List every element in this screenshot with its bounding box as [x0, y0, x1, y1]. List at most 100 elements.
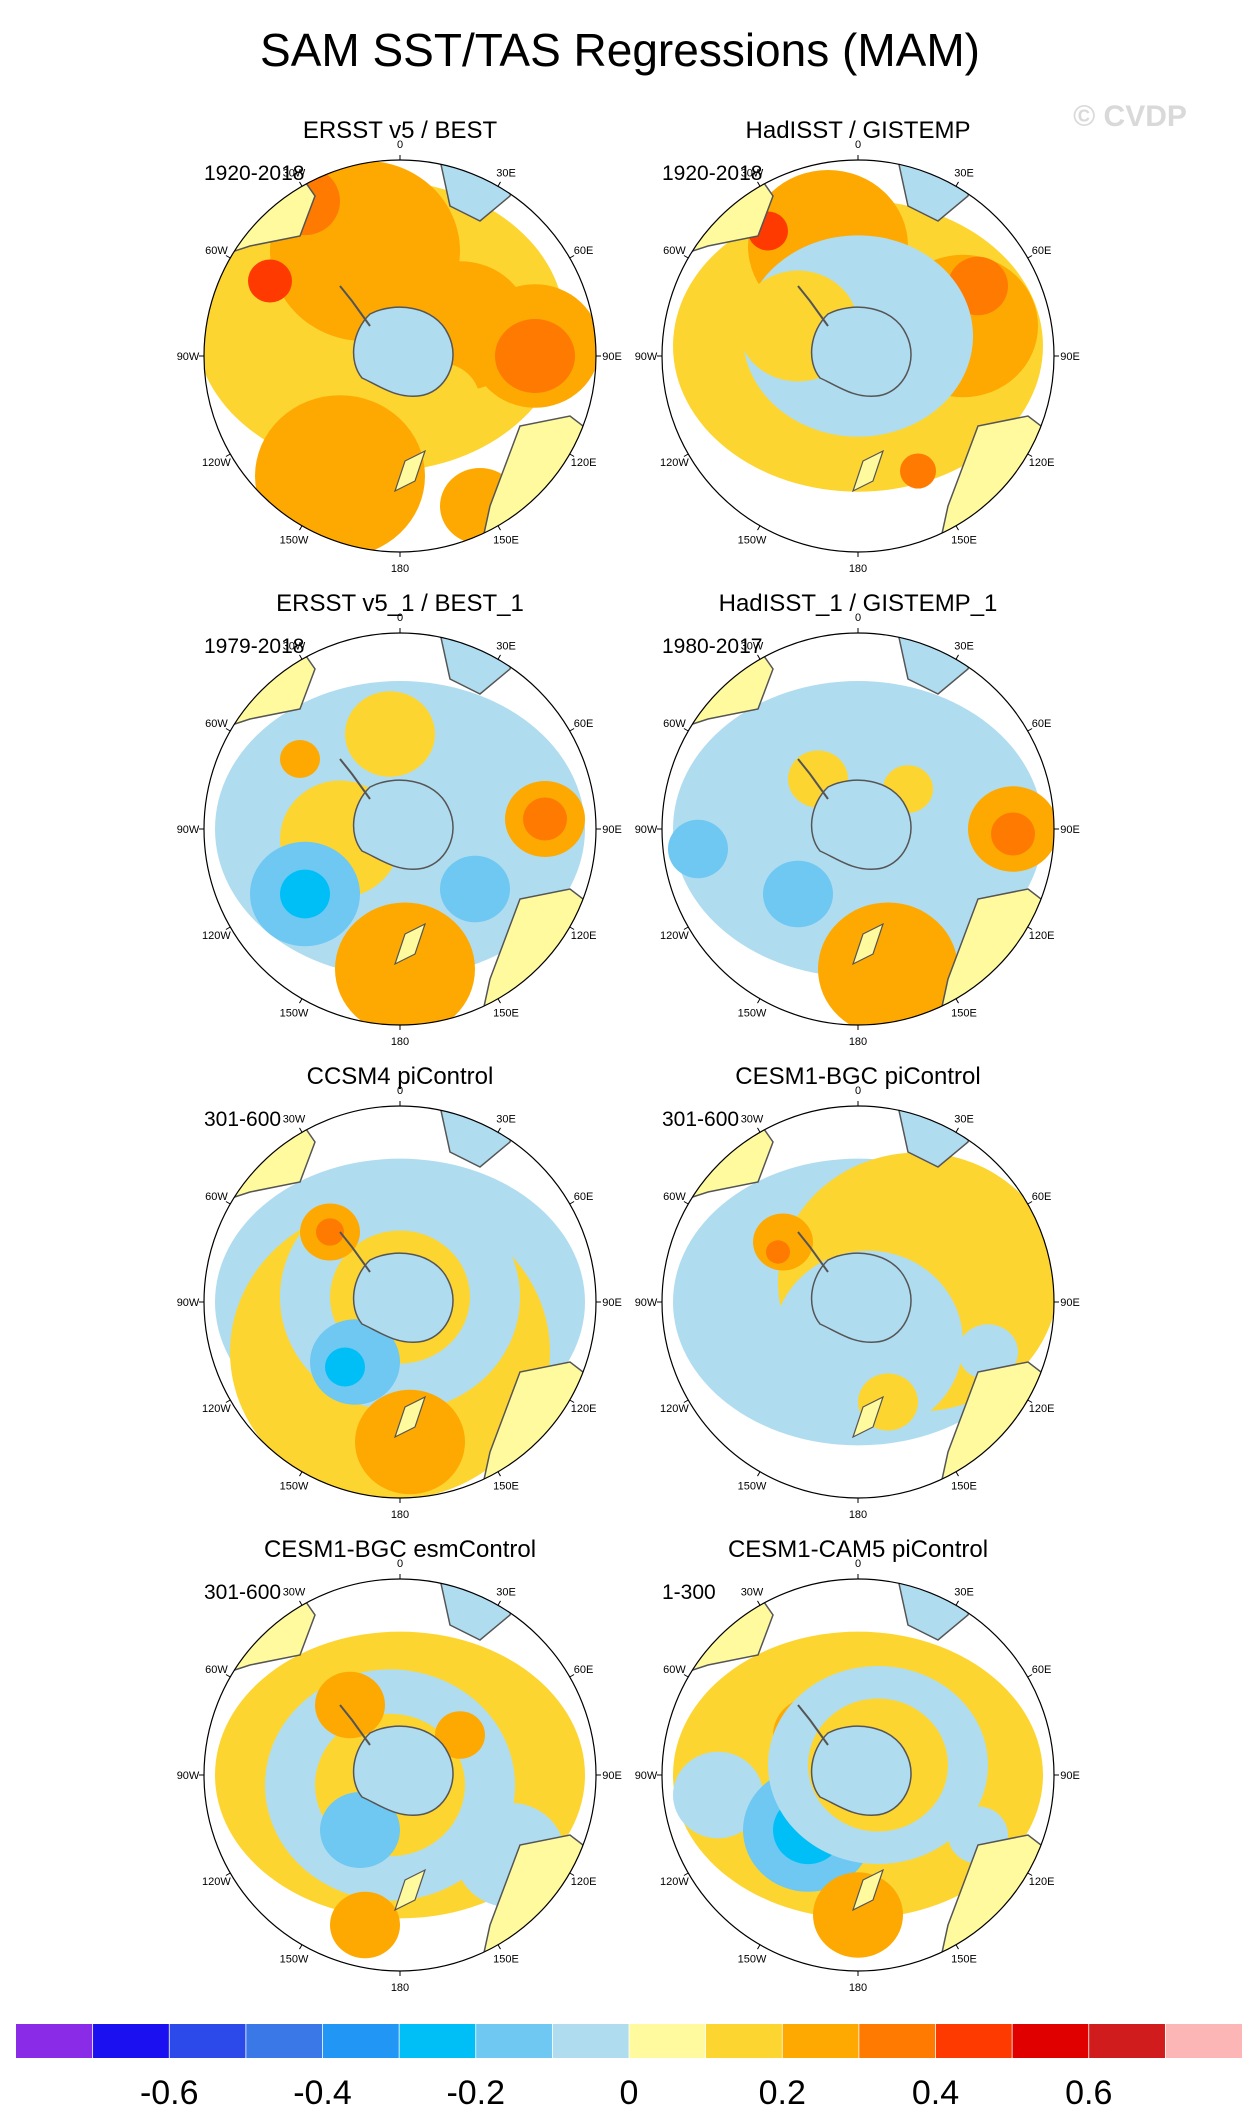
antarctic-peninsula	[339, 758, 371, 800]
lon-label: 180	[391, 563, 409, 575]
lon-label: 90E	[602, 1770, 622, 1782]
map-panel: HadISST_1 / GISTEMP_1 1980-2017 0 30E 60E 90E…	[635, 590, 1080, 1048]
contour-region	[523, 797, 567, 841]
lon-tick	[683, 255, 689, 259]
lon-tick	[757, 1127, 761, 1133]
lon-label: 90E	[602, 351, 622, 363]
contour-region	[766, 1240, 790, 1264]
lon-label: 90W	[635, 824, 658, 836]
lon-label: 150W	[738, 1481, 767, 1493]
lon-label: 180	[391, 1982, 409, 1994]
lon-label: 60E	[574, 1191, 594, 1203]
panel-period: 1920-2018	[204, 162, 304, 185]
lon-label: 30W	[283, 640, 306, 652]
colorbar-swatch	[16, 2024, 93, 2058]
antarctica	[352, 1252, 454, 1343]
lon-label: 0	[397, 139, 403, 151]
lon-label: 150W	[280, 1954, 309, 1966]
new-zealand	[393, 449, 427, 493]
lon-label: 30W	[283, 167, 306, 179]
lon-tick	[225, 728, 231, 732]
lon-label: 60W	[205, 245, 228, 257]
lon-label: 60W	[663, 1191, 686, 1203]
lon-label: 60W	[663, 718, 686, 730]
lon-label: 60E	[574, 718, 594, 730]
lon-tick	[1027, 1674, 1033, 1678]
lon-label: 120W	[660, 457, 689, 469]
lon-label: 150W	[738, 535, 767, 547]
antarctic-peninsula	[797, 1704, 829, 1746]
new-zealand	[851, 1395, 885, 1439]
lon-label: 30E	[496, 1586, 516, 1598]
lon-label: 30W	[741, 640, 764, 652]
lon-tick	[569, 255, 575, 259]
lon-tick	[683, 1872, 689, 1876]
map-panel: CCSM4 piControl 301-600 0 30E 60E 90E 120E 150E…	[177, 1063, 622, 1521]
colorbar-swatch	[935, 2024, 1013, 2058]
colorbar-swatch	[475, 2024, 553, 2058]
colorbar-tick-label: -0.2	[446, 2074, 505, 2112]
lon-label: 120W	[660, 930, 689, 942]
colorbar-tick-label: 0	[620, 2074, 639, 2112]
lon-label: 0	[397, 1558, 403, 1570]
contour-region	[668, 819, 728, 879]
lon-label: 150E	[951, 1954, 977, 1966]
lon-tick	[683, 926, 689, 930]
lon-label: 30W	[283, 1586, 306, 1598]
lon-label: 150E	[493, 1954, 519, 1966]
lon-label: 0	[855, 612, 861, 624]
lon-label: 90W	[635, 1297, 658, 1309]
lon-label: 30W	[741, 1586, 764, 1598]
lon-label: 120E	[1029, 1876, 1055, 1888]
lon-label: 60W	[663, 1664, 686, 1676]
contour-region	[900, 453, 936, 489]
lon-label: 180	[391, 1509, 409, 1521]
lon-tick	[757, 1944, 761, 1950]
regression-field	[662, 633, 1054, 1025]
contour-region	[255, 395, 425, 552]
lon-tick	[225, 255, 231, 259]
contour-region	[330, 1891, 400, 1959]
colorbar-swatch	[169, 2024, 246, 2058]
panel-title: HadISST_1 / GISTEMP_1	[719, 590, 998, 617]
antarctica	[810, 1725, 912, 1816]
lon-label: 120W	[660, 1403, 689, 1415]
lon-label: 30E	[954, 167, 974, 179]
lon-tick	[569, 728, 575, 732]
colorbar-tick-label: 0.6	[1065, 2074, 1112, 2112]
lon-label: 150W	[738, 1008, 767, 1020]
contour-region	[315, 1671, 385, 1739]
lon-label: 150E	[951, 1481, 977, 1493]
lon-tick	[299, 525, 303, 531]
panel-period: 301-600	[662, 1108, 739, 1131]
lon-tick	[683, 453, 689, 457]
panel-title: ERSST v5 / BEST	[303, 117, 498, 144]
lon-label: 120E	[1029, 930, 1055, 942]
lon-label: 30E	[496, 640, 516, 652]
new-zealand	[393, 1395, 427, 1439]
lon-label: 30E	[496, 1113, 516, 1125]
lon-label: 0	[855, 1085, 861, 1097]
map-panel: HadISST / GISTEMP 1920-2018 0 30E 60E 90E 120E…	[635, 117, 1080, 575]
colorbar-swatch	[782, 2024, 859, 2058]
regression-field	[204, 1579, 596, 1971]
regression-field	[204, 633, 596, 1025]
lon-label: 150W	[280, 1008, 309, 1020]
lon-tick	[497, 1944, 501, 1950]
lon-label: 60E	[574, 1664, 594, 1676]
colorbar-swatch	[92, 2024, 170, 2058]
contour-region	[495, 319, 575, 393]
lon-label: 150W	[280, 535, 309, 547]
lon-tick	[299, 654, 303, 660]
lon-tick	[569, 1674, 575, 1678]
lon-tick	[299, 1127, 303, 1133]
lon-label: 0	[397, 612, 403, 624]
contour-region	[673, 1751, 763, 1839]
lon-tick	[955, 1600, 959, 1606]
lon-tick	[955, 1944, 959, 1950]
lon-label: 60W	[205, 718, 228, 730]
lon-label: 120W	[202, 930, 231, 942]
lon-label: 60W	[663, 245, 686, 257]
lon-tick	[757, 654, 761, 660]
